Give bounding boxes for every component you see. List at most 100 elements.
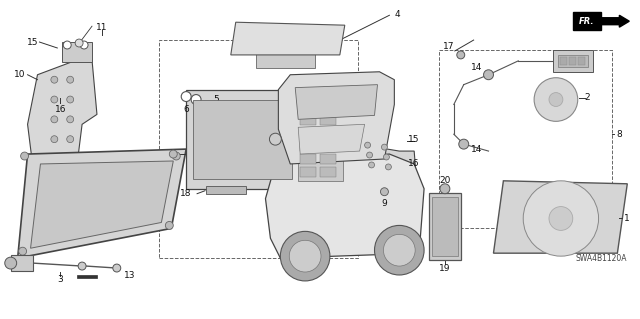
Text: 1: 1	[625, 214, 630, 223]
Bar	[300, 102, 316, 112]
Text: FR.: FR.	[579, 17, 595, 26]
Text: 10: 10	[14, 70, 26, 79]
Text: 11: 11	[96, 23, 108, 32]
Circle shape	[457, 51, 465, 59]
Circle shape	[354, 139, 362, 147]
Circle shape	[113, 264, 121, 272]
Text: SWA4B1120A: SWA4B1120A	[576, 254, 627, 263]
Circle shape	[51, 96, 58, 103]
Circle shape	[459, 139, 468, 149]
Circle shape	[181, 92, 191, 101]
Text: 17: 17	[443, 42, 454, 51]
Polygon shape	[295, 85, 378, 119]
Text: 8: 8	[616, 130, 622, 139]
Text: 14: 14	[471, 145, 483, 153]
Bar	[11, 255, 33, 271]
Text: 9: 9	[381, 199, 387, 208]
Polygon shape	[33, 174, 82, 211]
Bar	[255, 52, 315, 68]
Circle shape	[67, 76, 74, 83]
Circle shape	[19, 247, 27, 255]
Text: 20: 20	[439, 176, 451, 185]
Polygon shape	[231, 22, 345, 55]
Circle shape	[67, 96, 74, 103]
Bar	[578, 57, 585, 65]
Circle shape	[165, 221, 173, 229]
Text: 14: 14	[471, 63, 483, 72]
Text: 3: 3	[58, 275, 63, 285]
Bar	[300, 141, 316, 151]
Circle shape	[524, 181, 598, 256]
Text: 18: 18	[180, 189, 192, 198]
Bar	[320, 167, 336, 177]
Circle shape	[280, 231, 330, 281]
Bar	[62, 42, 92, 62]
Bar	[429, 193, 461, 260]
Bar	[320, 128, 336, 138]
Polygon shape	[298, 124, 365, 154]
Polygon shape	[358, 144, 417, 191]
Text: 6: 6	[183, 105, 189, 114]
Circle shape	[365, 142, 371, 148]
Circle shape	[4, 257, 17, 269]
Bar	[573, 12, 600, 30]
Circle shape	[67, 136, 74, 143]
Circle shape	[78, 262, 86, 270]
Text: 15: 15	[408, 135, 420, 144]
Bar	[439, 50, 612, 228]
Bar	[432, 197, 458, 256]
Circle shape	[51, 116, 58, 123]
Bar	[560, 57, 567, 65]
Text: 13: 13	[124, 271, 136, 280]
Polygon shape	[278, 72, 394, 164]
Text: 16: 16	[408, 160, 420, 168]
Bar	[300, 154, 316, 164]
FancyArrow shape	[602, 15, 629, 27]
Text: 2: 2	[585, 93, 591, 102]
Circle shape	[381, 144, 387, 150]
Bar	[553, 50, 593, 72]
Polygon shape	[28, 60, 97, 174]
Polygon shape	[18, 149, 186, 258]
Text: 11: 11	[334, 127, 346, 136]
Circle shape	[170, 150, 177, 158]
Circle shape	[374, 226, 424, 275]
Polygon shape	[266, 154, 424, 258]
Circle shape	[369, 162, 374, 168]
Circle shape	[549, 93, 563, 107]
Bar	[569, 57, 576, 65]
Circle shape	[269, 133, 282, 145]
Text: 4: 4	[394, 10, 400, 19]
Bar	[298, 97, 343, 181]
Text: 19: 19	[439, 263, 451, 272]
Bar	[300, 167, 316, 177]
Text: 15: 15	[27, 38, 38, 47]
Circle shape	[367, 152, 372, 158]
Circle shape	[20, 152, 29, 160]
Circle shape	[75, 39, 83, 47]
Bar	[558, 55, 588, 67]
Bar	[320, 141, 336, 151]
Text: 7: 7	[260, 157, 266, 166]
Polygon shape	[31, 161, 173, 248]
Circle shape	[172, 152, 180, 160]
Bar	[320, 154, 336, 164]
Bar	[300, 115, 316, 125]
Circle shape	[51, 136, 58, 143]
Bar	[206, 186, 246, 194]
Bar	[77, 275, 97, 278]
Bar	[186, 90, 349, 189]
Circle shape	[380, 188, 388, 196]
Circle shape	[80, 41, 88, 49]
Circle shape	[534, 78, 578, 121]
Circle shape	[383, 234, 415, 266]
Circle shape	[191, 94, 201, 105]
Circle shape	[440, 184, 450, 194]
Circle shape	[67, 116, 74, 123]
Circle shape	[63, 41, 71, 49]
Bar	[320, 102, 336, 112]
Bar	[159, 40, 358, 258]
Bar	[193, 100, 292, 179]
Polygon shape	[493, 181, 627, 253]
Text: 5: 5	[213, 95, 219, 104]
